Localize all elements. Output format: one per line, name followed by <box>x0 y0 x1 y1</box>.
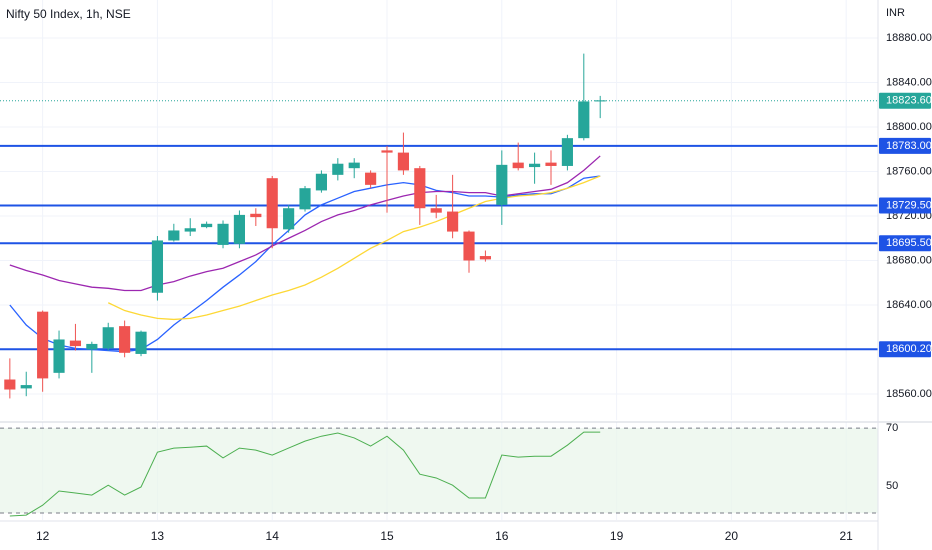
y-tick-label: 70 <box>886 422 898 434</box>
candle-body <box>479 256 491 260</box>
y-tick-label: 18640.00 <box>886 299 932 311</box>
series-line <box>9 431 601 517</box>
last-price-label: 18823.60 <box>886 95 932 107</box>
level-badge <box>879 197 931 214</box>
series-line <box>9 155 601 292</box>
candle-body <box>447 211 459 232</box>
candle-body <box>430 208 442 213</box>
candle-body <box>102 327 114 349</box>
candle-body <box>463 231 475 261</box>
candle-body <box>69 340 82 347</box>
y-tick-label: 18840.00 <box>886 76 932 88</box>
x-tick-label: 21 <box>840 529 854 543</box>
x-tick-label: 14 <box>266 529 280 543</box>
candle-body <box>250 213 262 218</box>
y-tick-label: 18800.00 <box>886 121 932 133</box>
candle-body <box>545 162 557 166</box>
candle-body <box>119 326 131 353</box>
level-badge <box>879 235 931 252</box>
series-line <box>107 175 601 321</box>
candle-body <box>561 138 573 166</box>
x-tick-label: 12 <box>36 529 50 543</box>
candle-body <box>266 178 278 229</box>
main-pane <box>0 53 878 399</box>
last-price-badge <box>879 92 931 109</box>
y-tick-label: 50 <box>886 480 898 492</box>
y-tick-label: 18760.00 <box>886 165 932 177</box>
x-tick-label: 15 <box>380 529 394 543</box>
band-fill <box>0 428 878 514</box>
level-label: 18729.50 <box>886 199 932 211</box>
candle-body <box>20 385 32 389</box>
candle-body <box>201 223 213 228</box>
level-label: 18783.00 <box>886 140 932 152</box>
candle-body <box>365 172 377 185</box>
level-badge <box>879 341 931 358</box>
candle-body <box>217 223 229 245</box>
level-label: 18695.50 <box>886 237 932 249</box>
level-badge <box>879 137 931 154</box>
candle-body <box>233 214 246 244</box>
candle-body <box>414 168 426 209</box>
candle-body <box>283 208 295 230</box>
candle-body <box>184 228 196 232</box>
x-tick-label: 16 <box>495 529 509 543</box>
candle-body <box>594 100 606 102</box>
candle-body <box>496 164 508 205</box>
candle-body <box>348 162 360 169</box>
y-tick-label: 18880.00 <box>886 32 932 44</box>
candle-body <box>315 173 327 191</box>
candle-body <box>299 188 311 210</box>
candle-body <box>397 152 409 171</box>
candle-body <box>53 339 65 373</box>
y-tick-label: 18680.00 <box>886 254 932 266</box>
x-tick-label: 19 <box>610 529 624 543</box>
candle-body <box>4 379 16 390</box>
candle-body <box>512 162 524 169</box>
candle-body <box>332 163 344 175</box>
candle-body <box>151 240 164 293</box>
candle-body <box>168 230 180 241</box>
candle-body <box>135 331 147 354</box>
candle-body <box>86 343 98 350</box>
level-label: 18600.20 <box>886 343 932 355</box>
currency-label: INR <box>886 7 905 19</box>
x-tick-label: 20 <box>725 529 739 543</box>
oscillator-pane <box>0 427 878 517</box>
candle-body <box>37 311 49 379</box>
candle-body <box>578 101 590 139</box>
y-tick-label: 18560.00 <box>886 388 932 400</box>
candle-body <box>381 150 393 153</box>
x-tick-label: 13 <box>151 529 165 543</box>
candle-body <box>529 163 541 168</box>
chart-title: Nifty 50 Index, 1h, NSE <box>6 7 131 21</box>
